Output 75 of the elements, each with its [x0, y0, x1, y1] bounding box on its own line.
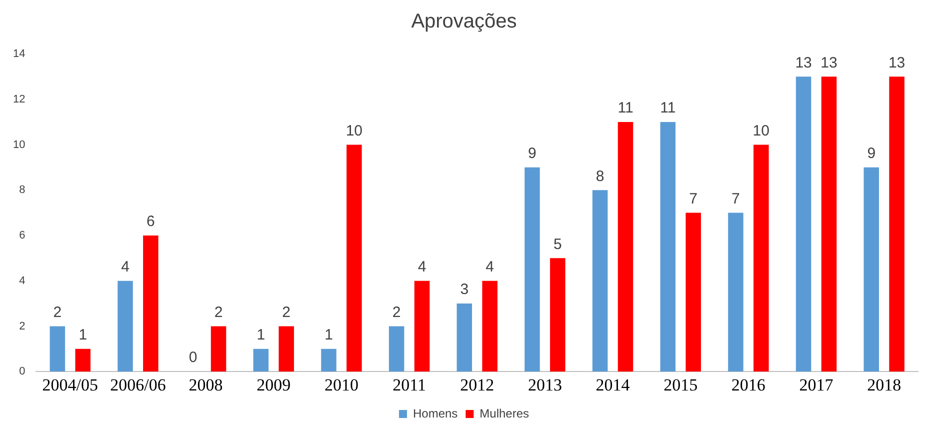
x-tick-label: 2004/05 — [42, 375, 98, 394]
data-label: 11 — [660, 100, 676, 117]
bar — [321, 348, 336, 372]
data-label: 4 — [121, 258, 130, 276]
data-label: 2 — [214, 304, 223, 321]
x-tick-label: 2016 — [731, 375, 766, 394]
bar — [889, 76, 904, 372]
data-label: 11 — [618, 100, 634, 117]
data-label: 2 — [282, 304, 291, 321]
bar — [660, 122, 676, 372]
x-tick-label: 2012 — [460, 375, 494, 394]
y-tick-label: 10 — [12, 138, 26, 151]
bar — [118, 280, 133, 372]
bar — [592, 190, 608, 372]
data-label: 1 — [324, 326, 333, 344]
bar — [143, 235, 158, 372]
bar — [686, 212, 701, 372]
data-label: 13 — [888, 54, 906, 72]
data-label: 6 — [146, 213, 155, 230]
bar — [414, 280, 430, 372]
data-label: 1 — [256, 326, 266, 344]
bar — [210, 326, 226, 372]
bar — [524, 167, 540, 372]
bar — [253, 348, 269, 372]
data-label: 13 — [820, 54, 838, 72]
data-label: 4 — [486, 258, 494, 276]
bar — [821, 76, 837, 372]
data-label: 2 — [53, 304, 62, 321]
x-tick-label: 2009 — [256, 375, 291, 394]
x-tick-label: 2018 — [867, 375, 902, 394]
bar — [456, 304, 472, 372]
data-label: 7 — [732, 190, 740, 208]
y-tick-label: 4 — [19, 274, 26, 287]
bar — [864, 167, 879, 372]
y-tick-label: 12 — [12, 93, 26, 106]
bar — [346, 144, 362, 372]
legend-label: Mulheres — [480, 406, 530, 420]
data-label: 9 — [867, 145, 876, 162]
chart-title: Aprovações — [411, 10, 517, 33]
y-tick-label: 0 — [19, 366, 26, 378]
data-label: 8 — [596, 168, 604, 185]
bar — [618, 122, 634, 372]
data-label: 7 — [689, 190, 698, 208]
data-label: 10 — [752, 122, 770, 140]
bar — [796, 76, 812, 372]
y-tick-label: 6 — [19, 230, 26, 242]
bar — [728, 212, 744, 372]
data-label: 4 — [418, 258, 426, 276]
x-tick-label: 2008 — [188, 375, 223, 394]
y-tick-label: 14 — [12, 48, 26, 60]
data-label: 0 — [188, 349, 198, 366]
x-tick-label: 2013 — [528, 375, 562, 394]
bar — [388, 326, 404, 372]
bar — [50, 326, 66, 372]
bar — [550, 258, 566, 372]
data-label: 9 — [528, 145, 536, 162]
data-label: 3 — [460, 281, 469, 298]
x-tick-label: 2017 — [799, 375, 834, 394]
legend-label: Homens — [412, 406, 458, 420]
data-label: 1 — [78, 326, 88, 344]
data-label: 13 — [795, 54, 812, 72]
bar — [75, 348, 90, 372]
data-label: 2 — [392, 304, 401, 321]
x-tick-label: 2006/06 — [110, 375, 166, 394]
bar — [754, 144, 769, 372]
bar — [278, 326, 294, 372]
y-tick-label: 2 — [19, 320, 26, 332]
x-tick-label: 2010 — [324, 375, 358, 394]
y-tick-label: 8 — [19, 184, 26, 196]
x-tick-label: 2014 — [596, 375, 630, 394]
x-tick-label: 2011 — [392, 375, 426, 394]
data-label: 5 — [553, 236, 562, 253]
bar — [482, 280, 498, 372]
data-label: 10 — [346, 122, 363, 140]
x-tick-label: 2015 — [664, 375, 698, 394]
